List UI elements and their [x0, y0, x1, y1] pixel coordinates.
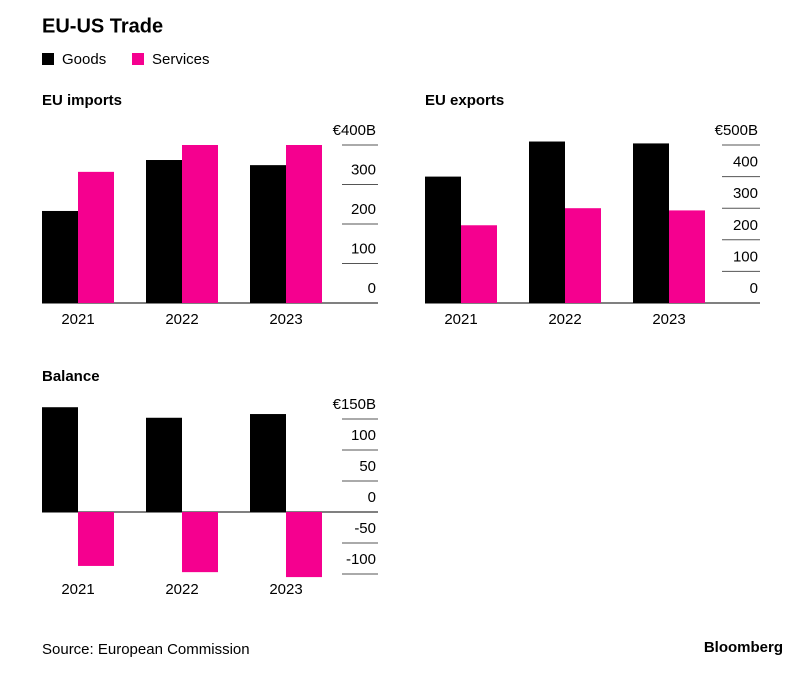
y-tick-label: 200	[351, 201, 376, 218]
bar	[529, 141, 565, 303]
y-tick-label: 100	[733, 248, 758, 265]
y-tick-label: 100	[351, 427, 376, 444]
bar	[146, 417, 182, 512]
y-tick-label: -50	[354, 520, 376, 537]
x-tick-label: 2021	[61, 581, 94, 598]
bar	[78, 171, 114, 303]
panel-title: EU exports	[425, 92, 504, 109]
x-tick-label: 2021	[444, 311, 477, 328]
x-tick-label: 2023	[269, 311, 302, 328]
bar	[565, 208, 601, 303]
y-tick-label: -100	[346, 551, 376, 568]
y-tick-label: 0	[750, 280, 758, 297]
chart-title: EU-US Trade	[42, 15, 163, 37]
y-tick-label: €400B	[333, 122, 376, 139]
source: Source: European Commission	[42, 641, 250, 658]
bar	[286, 512, 322, 578]
y-tick-label: €500B	[715, 122, 758, 139]
panel-title: Balance	[42, 368, 100, 385]
y-tick-label: 50	[359, 458, 376, 475]
y-tick-label: 100	[351, 240, 376, 257]
bar	[461, 225, 497, 303]
legend-label: Goods	[62, 51, 106, 68]
bar	[182, 512, 218, 573]
bar	[250, 414, 286, 512]
bar	[42, 210, 78, 303]
bar	[425, 176, 461, 303]
panel-title: EU imports	[42, 92, 122, 109]
x-tick-label: 2022	[548, 311, 581, 328]
y-tick-label: 200	[733, 217, 758, 234]
bar	[42, 407, 78, 512]
bar	[78, 512, 114, 566]
y-tick-label: 300	[351, 161, 376, 178]
y-tick-label: 300	[733, 185, 758, 202]
y-tick-label: €150B	[333, 396, 376, 413]
bar	[250, 165, 286, 303]
y-tick-label: 0	[368, 280, 376, 297]
legend-swatch	[132, 53, 144, 65]
bar	[146, 160, 182, 303]
bar	[633, 143, 669, 303]
x-tick-label: 2022	[165, 581, 198, 598]
bar	[669, 210, 705, 303]
x-tick-label: 2023	[652, 311, 685, 328]
x-tick-label: 2023	[269, 581, 302, 598]
brand: Bloomberg	[704, 639, 783, 656]
bar	[286, 145, 322, 303]
bar	[182, 145, 218, 303]
y-tick-label: 400	[733, 154, 758, 171]
x-tick-label: 2022	[165, 311, 198, 328]
y-tick-label: 0	[368, 489, 376, 506]
legend-label: Services	[152, 51, 210, 68]
x-tick-label: 2021	[61, 311, 94, 328]
legend-swatch	[42, 53, 54, 65]
